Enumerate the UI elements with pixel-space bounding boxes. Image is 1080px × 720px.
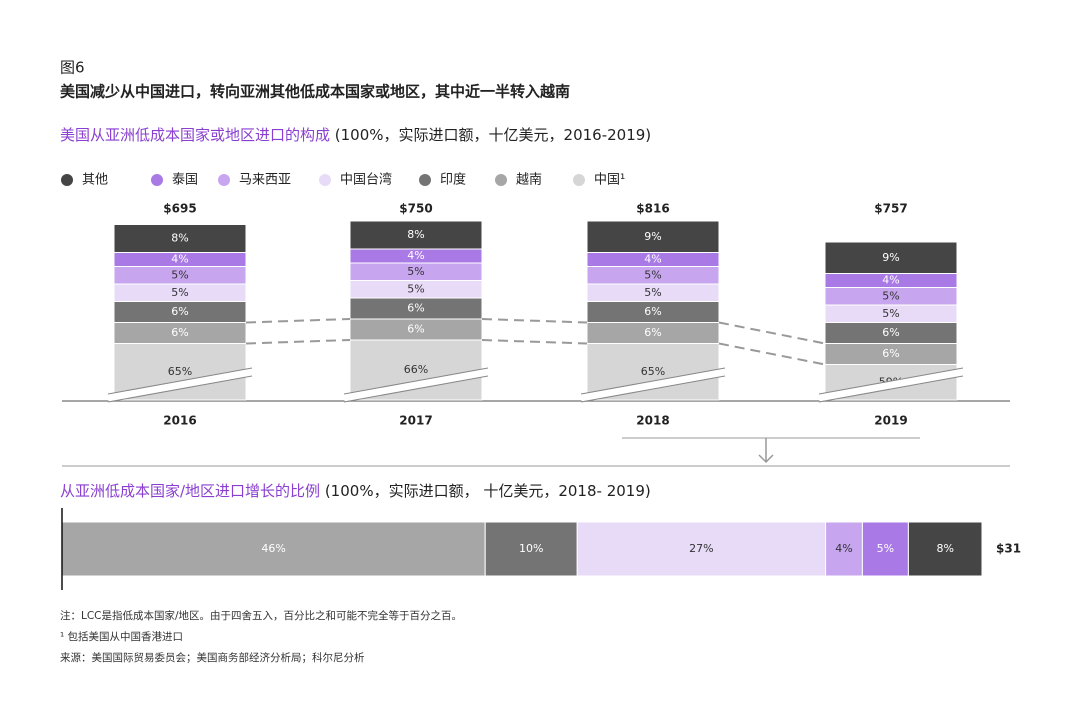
segment-label: 65%	[168, 365, 192, 378]
x-tick-label: 2018	[636, 414, 669, 428]
total-label: $31	[996, 542, 1021, 556]
legend-label: 印度	[440, 172, 466, 188]
arrow	[758, 438, 774, 464]
segment-label: 6%	[882, 347, 899, 360]
segment-label: 5%	[171, 286, 188, 299]
subtitle-highlight: 美国从亚洲低成本国家或地区进口的构成	[60, 126, 330, 144]
break-mark	[107, 368, 253, 402]
subtitle-rest: (100%，实际进口额， 十亿美元，2018- 2019)	[320, 482, 651, 500]
legend-label: 越南	[516, 172, 542, 188]
segment-label: 6%	[171, 326, 188, 339]
total-label: $757	[874, 202, 907, 216]
segment-label: 5%	[407, 282, 424, 295]
bar-segment	[61, 521, 486, 577]
segment-label: 6%	[407, 302, 424, 315]
segment-label: 4%	[407, 249, 424, 262]
break-mark	[580, 375, 726, 403]
break-mark	[818, 375, 964, 403]
segment-label: 66%	[404, 363, 428, 376]
connector	[481, 339, 588, 345]
segment-label: 5%	[407, 265, 424, 278]
segment-label: 4%	[835, 542, 852, 555]
total-label: $816	[636, 202, 669, 216]
subtitle-highlight: 从亚洲低成本国家/地区进口增长的比例	[60, 482, 320, 500]
segment-label: 65%	[641, 365, 665, 378]
connector	[245, 318, 351, 324]
segment-label: 6%	[644, 305, 661, 318]
legend-swatch	[573, 174, 585, 186]
segment-label: 8%	[171, 232, 188, 245]
legend-swatch	[61, 174, 73, 186]
legend-label: 马来西亚	[239, 173, 291, 188]
segment-label: 10%	[519, 542, 543, 555]
bar-segment	[825, 521, 863, 577]
segment-label: 5%	[877, 542, 894, 555]
break-mark	[343, 368, 489, 402]
segment-label: 9%	[882, 251, 899, 264]
legend-swatch	[151, 174, 163, 186]
subtitle: 从亚洲低成本国家/地区进口增长的比例 (100%，实际进口额， 十亿美元，201…	[60, 482, 651, 500]
segment-label: 4%	[644, 253, 661, 266]
figure-label: 图6	[60, 59, 85, 77]
segment-label: 5%	[171, 268, 188, 281]
note: ¹ 包括美国从中国香港进口	[60, 630, 183, 643]
break-mark	[818, 368, 964, 402]
break-mark	[818, 367, 964, 395]
subtitle-rest: (100%，实际进口额，十亿美元，2016-2019)	[330, 126, 651, 144]
legend-swatch	[419, 174, 431, 186]
segment-label: 6%	[882, 326, 899, 339]
segment-label: 5%	[644, 286, 661, 299]
segment-label: 8%	[936, 542, 953, 555]
break-mark	[343, 367, 489, 395]
subtitle: 美国从亚洲低成本国家或地区进口的构成 (100%，实际进口额，十亿美元，2016…	[60, 126, 651, 144]
segment-label: 6%	[407, 323, 424, 336]
bar-segment	[349, 220, 483, 250]
legend-swatch	[319, 174, 331, 186]
x-tick-label: 2019	[874, 414, 907, 428]
bar-segment	[861, 521, 909, 577]
chart-title: 美国减少从中国进口，转向亚洲其他低成本国家或地区，其中近一半转入越南	[60, 83, 570, 101]
connector	[718, 342, 826, 366]
legend-label: 中国¹	[594, 173, 625, 188]
legend-label: 其他	[82, 173, 108, 188]
total-label: $750	[399, 202, 432, 216]
break-mark	[107, 375, 253, 403]
total-label: $695	[163, 202, 196, 216]
segment-label: 9%	[644, 230, 661, 243]
bar-segment	[113, 224, 247, 253]
segment-label: 46%	[261, 542, 285, 555]
segment-label: 5%	[644, 268, 661, 281]
break-mark	[580, 367, 726, 395]
break-mark	[343, 375, 489, 403]
segment-label: 6%	[644, 326, 661, 339]
x-tick-label: 2016	[163, 414, 196, 428]
legend-label: 中国台湾	[340, 172, 392, 188]
note: 注：LCC是指低成本国家/地区。由于四舍五入，百分比之和可能不完全等于百分之百。	[60, 609, 462, 622]
segment-label: 5%	[882, 307, 899, 320]
bar-segment	[907, 521, 983, 577]
segment-label: 5%	[882, 289, 899, 302]
segment-label: 6%	[171, 305, 188, 318]
note: 来源：美国国际贸易委员会；美国商务部经济分析局；科尔尼分析	[60, 651, 365, 664]
segment-label: 4%	[882, 274, 899, 287]
bar-segment	[824, 241, 958, 274]
break-mark	[580, 368, 726, 402]
segment-label: 27%	[689, 542, 713, 555]
connector	[718, 321, 826, 345]
x-tick-label: 2017	[399, 414, 432, 428]
connector	[481, 318, 588, 324]
legend-swatch	[495, 174, 507, 186]
bar-segment	[586, 220, 720, 253]
connector	[245, 339, 351, 345]
legend-swatch	[218, 174, 230, 186]
segment-label: 8%	[407, 228, 424, 241]
break-mark	[107, 367, 253, 395]
segment-label: 4%	[171, 253, 188, 266]
legend-label: 泰国	[172, 173, 198, 188]
